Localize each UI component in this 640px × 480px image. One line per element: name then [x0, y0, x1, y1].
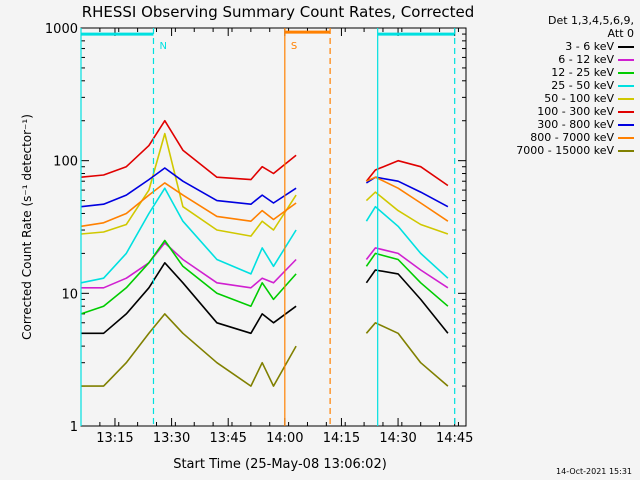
y-tick-label: 1000 — [45, 22, 78, 37]
y-tick-label: 10 — [61, 287, 78, 302]
legend-swatch — [618, 110, 634, 113]
x-tick-label: 13:30 — [153, 431, 190, 446]
legend-label: 50 - 100 keV — [544, 92, 614, 105]
series-line — [81, 261, 297, 335]
legend-entry: 12 - 25 keV — [484, 66, 634, 79]
y-tick-label: 1 — [70, 420, 78, 435]
series-line — [80, 182, 297, 228]
series-line — [365, 247, 449, 289]
legend-label: 7000 - 15000 keV — [516, 144, 614, 157]
series-line — [80, 167, 297, 208]
legend-label: 25 - 50 keV — [551, 79, 614, 92]
mode-flag-label: N — [159, 41, 166, 52]
x-tick-label: 13:45 — [209, 431, 246, 446]
legend-swatch — [618, 136, 634, 139]
x-tick-label: 14:15 — [323, 431, 360, 446]
legend-entry: 7000 - 15000 keV — [484, 144, 634, 157]
series-line — [81, 242, 297, 289]
axis-ticks: 13:15 13:30 13:45 14:00 14:15 14:30 14:45 1 10 10… — [45, 22, 474, 446]
legend-swatch — [618, 84, 634, 87]
legend: Det 1,3,4,5,6,9, Att 0 3 - 6 keV 6 - 12 k… — [484, 14, 634, 157]
mode-flag-label: S — [291, 41, 297, 52]
legend-entry: 50 - 100 keV — [484, 92, 634, 105]
legend-swatch — [618, 45, 634, 48]
series-line — [80, 119, 297, 181]
x-tick-label: 14:30 — [379, 431, 416, 446]
legend-swatch — [618, 97, 634, 100]
series-layer — [80, 119, 449, 387]
legend-entry: 800 - 7000 keV — [484, 131, 634, 144]
series-line — [365, 159, 449, 187]
legend-attenuator: Att 0 — [607, 27, 634, 40]
legend-swatch — [618, 58, 634, 61]
legend-swatch — [618, 71, 634, 74]
series-line — [80, 132, 297, 237]
series-line — [365, 191, 449, 235]
legend-entry: 25 - 50 keV — [484, 79, 634, 92]
legend-entry: 300 - 800 keV — [484, 118, 634, 131]
series-line — [365, 269, 449, 334]
series-line — [366, 176, 449, 222]
chart-title: RHESSI Observing Summary Count Rates, Co… — [82, 3, 475, 21]
legend-entry: 100 - 300 keV — [484, 105, 634, 118]
y-axis-label: Corrected Count Rate (s⁻¹ detector⁻¹) — [20, 114, 34, 340]
series-line — [365, 321, 449, 387]
legend-label: 300 - 800 keV — [537, 118, 614, 131]
timestamp: 14-Oct-2021 15:31 — [556, 467, 632, 476]
series-line — [365, 205, 449, 279]
legend-label: 800 - 7000 keV — [530, 131, 614, 144]
legend-entry: 6 - 12 keV — [484, 53, 634, 66]
legend-detectors: Det 1,3,4,5,6,9, — [547, 14, 634, 27]
x-tick-label: 14:00 — [266, 431, 303, 446]
legend-label: 3 - 6 keV — [565, 40, 614, 53]
legend-swatch — [618, 123, 634, 126]
series-line — [80, 187, 297, 284]
x-axis-label: Start Time (25-May-08 13:06:02) — [173, 457, 387, 472]
legend-label: 12 - 25 keV — [551, 66, 614, 79]
x-tick-label: 13:15 — [96, 431, 133, 446]
series-line — [365, 252, 449, 307]
legend-rows: 3 - 6 keV 6 - 12 keV 12 - 25 keV 25 - 50 ke… — [484, 40, 634, 157]
legend-swatch — [618, 149, 634, 152]
legend-entry: 3 - 6 keV — [484, 40, 634, 53]
legend-label: 100 - 300 keV — [537, 105, 614, 118]
legend-label: 6 - 12 keV — [558, 53, 614, 66]
series-line — [80, 239, 297, 315]
plot-area — [80, 27, 467, 427]
y-tick-label: 100 — [53, 155, 78, 170]
x-tick-label: 14:45 — [436, 431, 473, 446]
series-line — [81, 313, 297, 387]
